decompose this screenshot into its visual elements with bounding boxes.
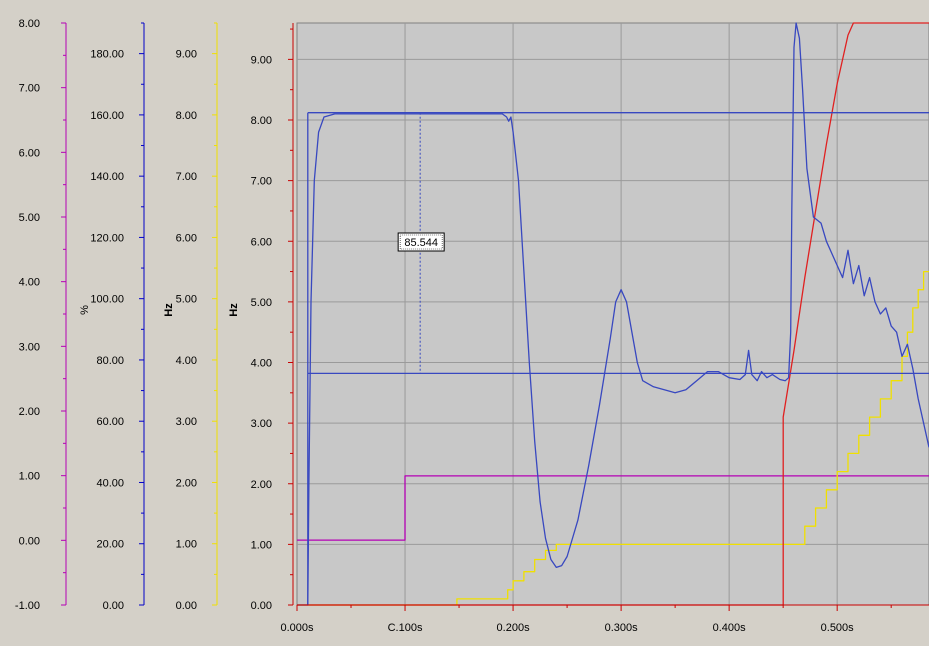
yellow-tick-label: 7.00 [176,171,197,183]
yellow-tick-label: 5.00 [176,294,197,306]
plot-tick-label: 4.00 [251,358,272,370]
plot-tick-label: 8.00 [251,115,272,127]
plot-tick-label: 7.00 [251,176,272,188]
magenta-tick-label: 1.00 [19,471,40,483]
yellow-tick-label: 1.00 [176,539,197,551]
plot-tick-label: 9.00 [251,54,272,66]
blue-tick-label: 20.00 [96,539,124,551]
blue-tick-label: 60.00 [96,416,124,428]
yellow-tick-label: 3.00 [176,416,197,428]
plot-area [296,22,929,606]
yellow-tick-label: 2.00 [176,477,197,489]
blue-unit-label: % [79,305,91,315]
yellow-tick-label: 9.00 [176,49,197,61]
blue-tick-label: 40.00 [96,477,124,489]
magenta-tick-label: 5.00 [19,212,40,224]
magenta-tick-label: -1.00 [15,600,40,612]
series-group [297,22,929,606]
series-magenta-step [297,475,929,541]
magenta-tick-label: 4.00 [19,277,40,289]
blue-tick-label: 140.00 [90,171,124,183]
blue-tick-label: 160.00 [90,110,124,122]
yellow-tick-label: 4.00 [176,355,197,367]
magenta-tick-label: 6.00 [19,147,40,159]
blue-tick-label: 180.00 [90,49,124,61]
yellow-unit-label: Hz [163,303,175,317]
x-tick-label: C.100s [388,622,423,634]
yellow-tick-label: 0.00 [176,600,197,612]
plot-tick-label: 6.00 [251,236,272,248]
y-axes-group: -1.00 0.00 1.00 2.00 3.00 4.00 5.00 6.00 7.00 8.0… [15,18,294,612]
x-tick-label: 0.200s [497,622,531,634]
cursor-value-label: 85.544 [404,237,438,249]
magenta-tick-label: 0.00 [19,535,40,547]
magenta-tick-label: 2.00 [19,406,40,418]
blue-tick-label: 80.00 [96,355,124,367]
blue-y-axis: 0.00 20.00 40.00 60.00 80.00 100.00 120.00 140.… [79,22,145,612]
yellow-tick-label: 6.00 [176,232,197,244]
series-yellow-staircase [297,270,929,606]
plot-tick-label: 2.00 [251,479,272,491]
series-blue-response [297,22,929,606]
x-tick-label: 0.000s [280,622,314,634]
plot-tick-label: 1.00 [251,539,272,551]
plot-unit-label: Hz [228,303,240,317]
magenta-tick-label: 7.00 [19,83,40,95]
x-tick-label: 0.500s [821,622,855,634]
plot-y-axis: 0.00 1.00 2.00 3.00 4.00 5.00 6.00 7.00 8.00 9.00… [228,23,294,612]
magenta-tick-label: 3.00 [19,341,40,353]
x-tick-label: 0.400s [713,622,747,634]
blue-tick-label: 120.00 [90,232,124,244]
plot-tick-label: 0.00 [251,600,272,612]
yellow-y-axis: 0.00 1.00 2.00 3.00 4.00 5.00 6.00 7.00 8.00 9.00… [163,22,218,612]
plot-tick-label: 3.00 [251,418,272,430]
yellow-tick-label: 8.00 [176,110,197,122]
cursor-value-focus [399,234,443,250]
magenta-y-axis: -1.00 0.00 1.00 2.00 3.00 4.00 5.00 6.00 7.00 8.0… [15,18,67,612]
plot-tick-label: 5.00 [251,297,272,309]
series-red-ramp [297,22,929,606]
magenta-tick-label: 8.00 [19,18,40,30]
blue-tick-label: 100.00 [90,294,124,306]
cursor-value-box [397,232,445,252]
x-tick-label: 0.300s [605,622,639,634]
blue-tick-label: 0.00 [103,600,124,612]
cursor-group[interactable]: 85.544 [397,112,445,374]
